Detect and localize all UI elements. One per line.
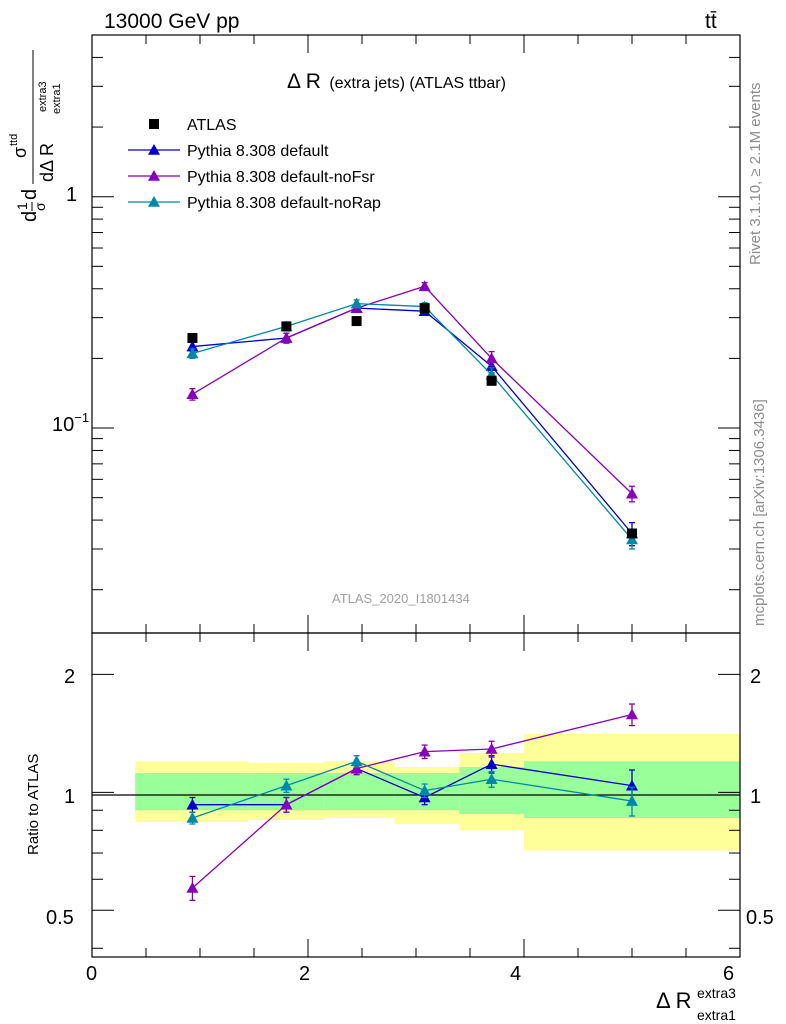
x-axis-label: Δ R <box>656 988 691 1013</box>
main-pythia-nofsr-point <box>485 352 498 364</box>
band-inner <box>324 773 395 811</box>
main-atlas-point <box>187 332 198 343</box>
x-tick-0: 0 <box>86 963 97 985</box>
legend-label-atlas: ATLAS <box>187 117 237 134</box>
main-series-layer <box>186 280 638 550</box>
legend-marker-pythia-default <box>148 144 160 155</box>
main-atlas-point <box>419 303 430 314</box>
legend-marker-pythia-norap <box>148 196 160 207</box>
ratio-pythia-nofsr-point <box>418 745 431 757</box>
main-pythia-nofsr-line <box>192 285 633 495</box>
rivet-label: Rivet 3.1.10, ≥ 2.1M events <box>747 83 764 266</box>
y-tick-label-0.1: 10−1 <box>52 410 89 436</box>
svg-text:σ: σ <box>32 202 48 211</box>
main-pythia-norap-point <box>350 297 363 309</box>
main-pythia-nofsr-point <box>418 280 431 292</box>
main-atlas-point <box>281 321 292 332</box>
ratio-pythia-norap-point <box>485 773 498 785</box>
ratio-pythia-default-point <box>485 758 498 769</box>
ratio-pythia-default-point <box>186 798 199 810</box>
ratio-y-tick-2-right: 2 <box>750 666 761 688</box>
svg-text:extra3: extra3 <box>37 81 49 112</box>
ratio-pythia-norap-point <box>350 755 363 767</box>
ratio-pythia-nofsr-point <box>485 742 498 754</box>
legend-marker-pythia-nofsr <box>148 170 160 181</box>
x-axis-label-sup: extra3 <box>697 985 736 1001</box>
ratio-plot-frame <box>91 632 741 958</box>
analysis-watermark: ATLAS_2020_I1801434 <box>332 591 470 606</box>
svg-text:1: 1 <box>14 202 30 210</box>
legend-marker-atlas <box>149 119 159 129</box>
y-tick-label-1: 1 <box>66 184 77 206</box>
ratio-y-tick-0.5: 0.5 <box>46 907 74 929</box>
legend-label-pythia-default: Pythia 8.308 default <box>187 143 329 160</box>
ratio-pythia-nofsr-line <box>192 713 633 889</box>
svg-text:d: d <box>19 211 41 222</box>
ratio-pythia-norap-point <box>280 779 293 791</box>
x-tick-4: 4 <box>510 963 521 985</box>
ratio-pythia-nofsr-point <box>350 762 363 774</box>
main-pythia-nofsr-point <box>280 331 293 343</box>
mcplots-label: mcplots.cern.ch [arXiv:1306.3436] <box>751 399 768 626</box>
x-tick-2: 2 <box>299 963 310 985</box>
svg-text:extra1: extra1 <box>51 83 63 114</box>
ratio-pythia-nofsr-point <box>280 798 293 810</box>
ratio-pythia-norap-point <box>418 784 431 796</box>
ratio-pythia-norap-line <box>192 760 633 819</box>
main-atlas-point <box>486 375 497 386</box>
legend-label-pythia-norap: Pythia 8.308 default-noRap <box>187 195 381 212</box>
ratio-y-tick-1-right: 1 <box>750 786 761 808</box>
ratio-y-tick-2: 2 <box>64 666 75 688</box>
legend-label-pythia-nofsr: Pythia 8.308 default-noFsr <box>187 169 375 186</box>
legend: ATLAS Pythia 8.308 default Pythia 8.308 de… <box>128 117 381 212</box>
ratio-pythia-default-line <box>192 763 633 806</box>
main-pythia-nofsr-point <box>626 487 638 499</box>
main-axis-ticks <box>91 34 741 633</box>
main-pythia-nofsr-point <box>186 388 199 400</box>
plot-title: Δ R (extra jets) (ATLAS ttbar) <box>287 70 506 93</box>
main-pythia-norap-line <box>192 302 633 540</box>
main-pythia-default-line <box>192 307 633 534</box>
main-atlas-point <box>351 316 362 327</box>
energy-label: 13000 GeV pp <box>104 10 239 33</box>
svg-text:d: d <box>19 189 41 200</box>
main-pythia-norap-point <box>626 533 638 545</box>
process-label: tt̄ <box>705 10 717 33</box>
main-atlas-point <box>627 528 637 539</box>
svg-text:dΔ R: dΔ R <box>37 143 57 182</box>
ratio-pythia-nofsr-point <box>626 708 638 720</box>
svg-text:σ: σ <box>10 147 30 158</box>
ratio-series-layer <box>186 703 638 902</box>
main-pythia-norap-point <box>186 347 199 359</box>
ratio-y-tick-1: 1 <box>64 786 75 808</box>
ratio-y-axis-label: Ratio to ATLAS <box>25 754 42 855</box>
ratio-pythia-norap-point <box>626 795 638 806</box>
ratio-pythia-nofsr-point <box>186 881 199 893</box>
x-tick-6: 6 <box>723 963 734 985</box>
svg-text:ttd: ttd <box>8 134 20 146</box>
x-axis-label-sub: extra1 <box>697 1007 736 1023</box>
ratio-pythia-norap-point <box>186 811 199 823</box>
ratio-y-tick-0.5-right: 0.5 <box>746 907 774 929</box>
y-axis-label: d 1 σ d σ ttd dΔ R extra1 extra3 <box>8 50 63 222</box>
